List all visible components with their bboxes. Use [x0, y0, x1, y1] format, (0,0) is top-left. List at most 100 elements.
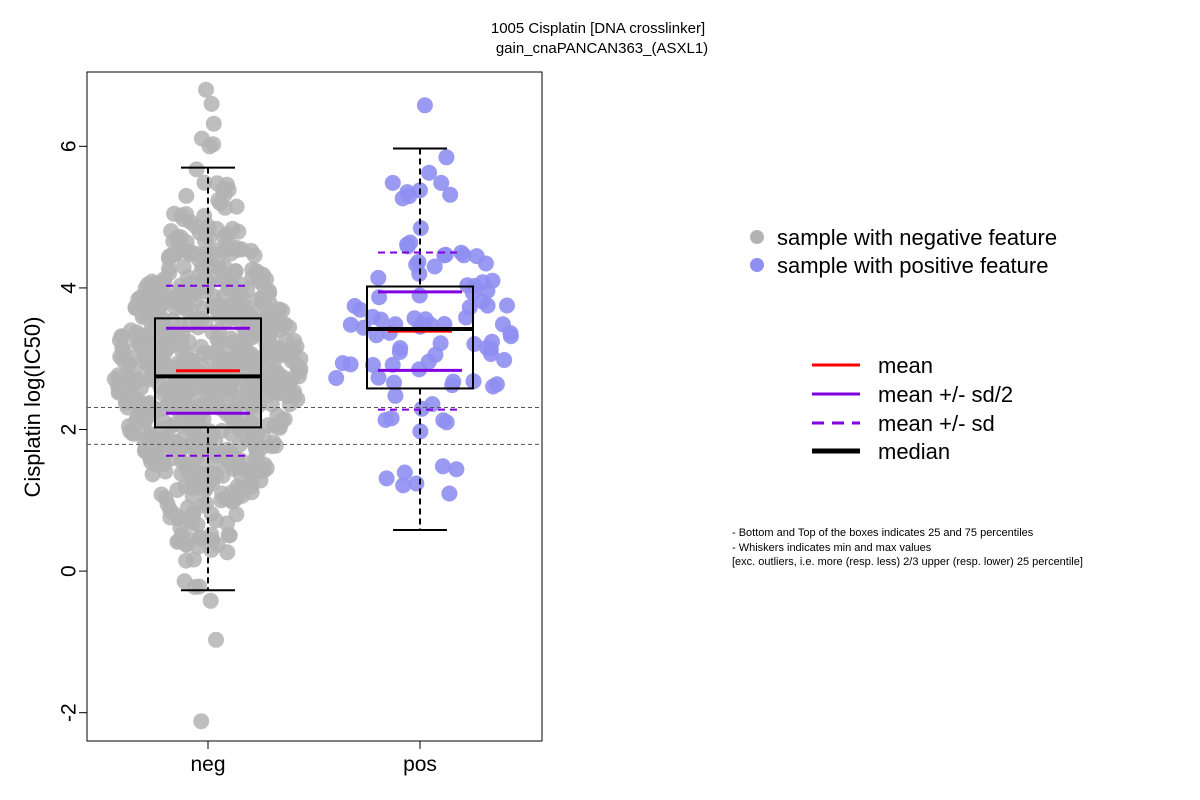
- neg-sample-point: [201, 431, 218, 448]
- pos-sample-point: [386, 374, 402, 391]
- pos-sample-point: [365, 357, 381, 373]
- pos-sample-point: [413, 400, 430, 417]
- neg-sample-point: [187, 293, 204, 310]
- neg-sample-point: [274, 302, 291, 319]
- pos-sample-point: [448, 461, 465, 478]
- neg-sample-point: [283, 352, 300, 369]
- neg-sample-point: [184, 515, 201, 532]
- neg-sample-point: [207, 455, 224, 472]
- y-tick-label-4: 4: [58, 282, 81, 294]
- neg-sample-point: [241, 478, 257, 495]
- legend-label-0: sample with negative feature: [777, 225, 1057, 250]
- neg-sample-point: [193, 130, 210, 147]
- pos-sample-point: [416, 97, 433, 114]
- neg-sample-point: [205, 115, 222, 132]
- pos-sample-point: [485, 378, 502, 395]
- neg-sample-point: [158, 436, 175, 453]
- pos-sample-point: [384, 174, 401, 191]
- neg-sample-point: [233, 343, 250, 360]
- neg-sample-point: [218, 360, 235, 377]
- neg-sample-point: [228, 198, 245, 215]
- pos-sample-point: [499, 297, 515, 314]
- neg-sample-point: [166, 205, 183, 222]
- neg-sample-point: [289, 391, 306, 408]
- legend-label-2: mean: [878, 353, 933, 378]
- neg-sample-point: [209, 345, 225, 362]
- neg-sample-point: [152, 338, 169, 355]
- neg-sample-point: [188, 161, 205, 178]
- neg-sample-point: [157, 381, 174, 398]
- neg-sample-point: [176, 382, 193, 399]
- chart-title-line2: gain_cnaPANCAN363_(ASXL1): [496, 40, 708, 57]
- pos-sample-point: [384, 356, 401, 373]
- x-tick-label-neg: neg: [190, 753, 225, 776]
- neg-sample-point: [178, 234, 195, 251]
- neg-sample-point: [165, 233, 182, 250]
- pos-sample-point: [444, 377, 461, 394]
- axes-layer: -2 0 2 4 6 neg pos: [58, 140, 437, 776]
- pos-sample-point: [395, 477, 412, 494]
- legend-label-4: mean +/- sd: [878, 411, 995, 436]
- note-line-1: - Bottom and Top of the boxes indicates …: [732, 527, 1034, 539]
- neg-box: [154, 317, 262, 429]
- pos-sample-point: [370, 269, 387, 286]
- neg-sample-point: [203, 526, 220, 543]
- neg-sample-point: [196, 232, 213, 249]
- neg-sample-point: [174, 288, 191, 304]
- neg-sample-point: [169, 482, 186, 498]
- neg-sample-point: [185, 476, 202, 493]
- neg-sample-point: [267, 437, 284, 454]
- neg-sample-point: [261, 356, 278, 372]
- pos-sample-point: [391, 344, 408, 360]
- pos-sample-point: [482, 340, 499, 357]
- pos-sample-point: [378, 470, 395, 487]
- pos-sample-point: [436, 247, 453, 264]
- neg-sample-point: [228, 458, 244, 475]
- y-tick-label-0: 0: [58, 565, 81, 577]
- points-layer: [106, 81, 519, 730]
- legend-label-1: sample with positive feature: [777, 253, 1048, 278]
- y-tick-label-2: 2: [58, 424, 81, 436]
- neg-sample-point: [193, 713, 210, 730]
- pos-sample-point: [441, 485, 458, 502]
- pos-sample-point: [383, 410, 400, 427]
- pos-sample-point: [328, 370, 345, 386]
- pos-sample-point: [421, 164, 438, 181]
- neg-sample-point: [178, 206, 195, 223]
- neg-sample-point: [263, 396, 280, 413]
- pos-sample-point: [474, 293, 491, 310]
- neg-sample-point: [247, 450, 264, 467]
- y-tick-label-6: 6: [58, 140, 81, 152]
- neg-sample-point: [276, 411, 293, 428]
- neg-sample-point: [215, 181, 231, 198]
- neg-sample-point: [246, 247, 263, 264]
- neg-sample-point: [111, 332, 128, 349]
- pos-sample-point: [387, 387, 404, 404]
- pos-sample-point: [334, 355, 351, 372]
- neg-sample-point: [209, 296, 226, 313]
- neg-sample-point: [178, 536, 195, 552]
- neg-sample-point: [241, 305, 258, 322]
- neg-sample-point: [290, 368, 307, 385]
- neg-sample-point: [231, 436, 248, 453]
- pos-sample-point: [466, 336, 483, 352]
- pos-sample-point: [477, 255, 494, 272]
- pos-box: [366, 285, 474, 390]
- pos-sample-point: [442, 186, 459, 203]
- legend-label-3: mean +/- sd/2: [878, 382, 1013, 407]
- plot-area: [86, 71, 543, 742]
- neg-sample-point: [214, 467, 231, 484]
- neg-sample-point: [196, 174, 213, 191]
- neg-sample-point: [219, 515, 235, 532]
- y-tick-label--2: -2: [58, 703, 81, 722]
- neg-sample-point: [138, 290, 155, 307]
- boxes-layer: [87, 147, 542, 592]
- pos-sample-point: [411, 287, 428, 304]
- pos-sample-point: [434, 458, 451, 475]
- neg-sample-point: [250, 273, 267, 290]
- neg-sample-point: [170, 510, 187, 527]
- neg-sample-point: [255, 291, 271, 308]
- neg-sample-point: [179, 462, 196, 479]
- pos-sample-point: [438, 149, 455, 166]
